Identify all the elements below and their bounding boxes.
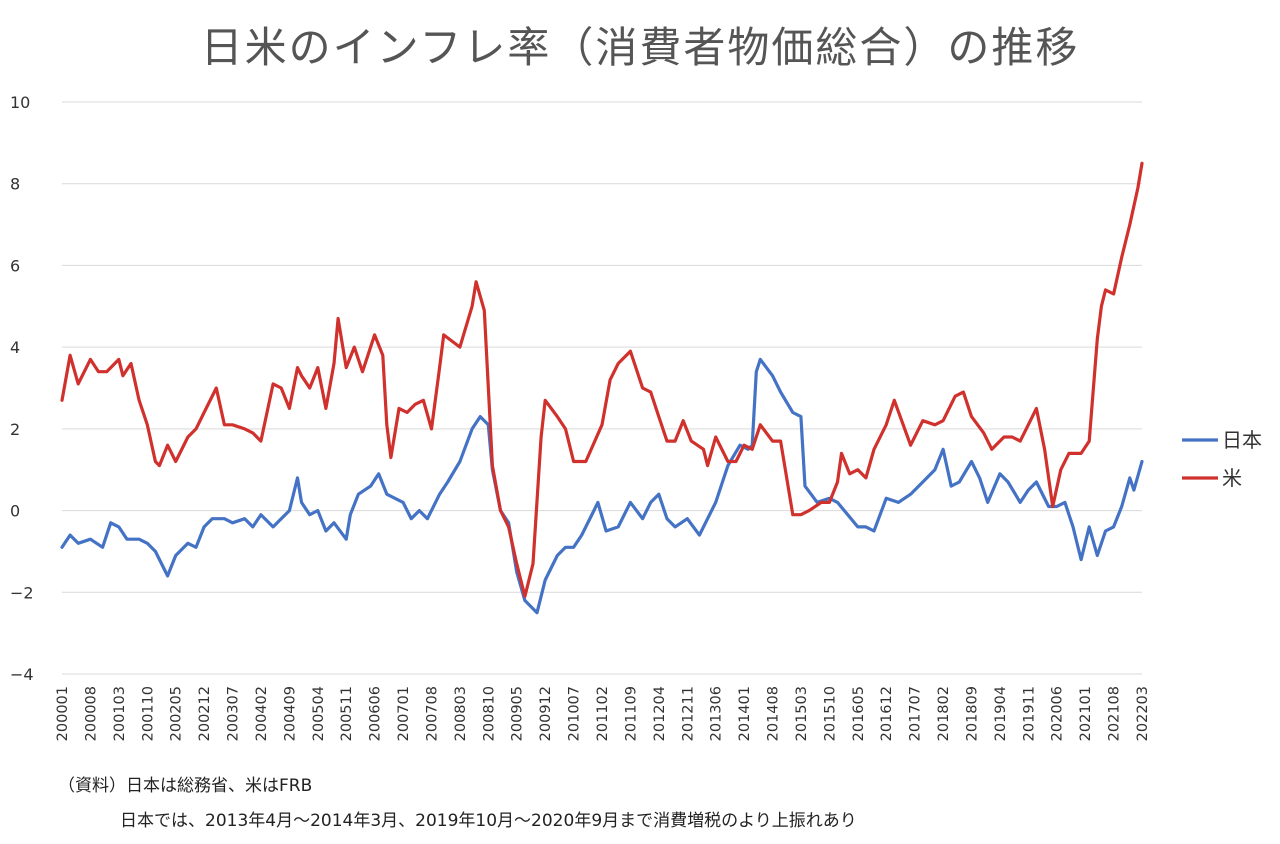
x-tick-label: 200001: [55, 686, 71, 741]
x-tick-label: 201510: [822, 686, 838, 741]
series-line-us: [60, 161, 1144, 598]
x-tick-label: 201605: [851, 686, 867, 741]
x-tick-label: 200402: [254, 686, 270, 741]
y-axis-ticks: 10 8 6 4 2 0 −2 −4: [10, 93, 34, 684]
x-tick-label: 200504: [311, 686, 327, 741]
x-tick-label: 200110: [140, 686, 156, 741]
legend: 日本米: [1182, 428, 1262, 490]
x-tick-label: 200810: [481, 686, 497, 741]
x-tick-label: 201612: [879, 686, 895, 741]
legend-label: 日本: [1222, 428, 1262, 452]
x-tick-label: 202006: [1050, 686, 1066, 741]
x-tick-label: 200409: [282, 686, 298, 741]
x-tick-label: 201007: [567, 686, 583, 741]
source-note: （資料）日本は総務省、米はFRB: [58, 776, 313, 796]
x-tick-label: 200008: [83, 686, 99, 741]
x-tick-label: 201911: [1021, 686, 1037, 741]
x-tick-label: 201306: [709, 686, 725, 741]
x-tick-label: 201109: [623, 686, 639, 741]
y-tick-label: 6: [10, 256, 20, 275]
gridlines: [62, 101, 1142, 675]
y-tick-label: 0: [10, 502, 20, 521]
x-tick-label: 202101: [1078, 686, 1094, 741]
x-tick-label: 201204: [652, 686, 668, 741]
x-tick-label: 200103: [112, 686, 128, 741]
x-tick-label: 200307: [226, 686, 242, 741]
y-tick-label: −2: [10, 583, 34, 602]
x-tick-label: 200606: [368, 686, 384, 741]
chart-title: 日米のインフレ率（消費者物価総合）の推移: [200, 23, 1080, 72]
x-tick-label: 202108: [1107, 686, 1123, 741]
y-tick-label: 4: [10, 338, 20, 357]
legend-label: 米: [1222, 466, 1242, 490]
x-tick-label: 200912: [538, 686, 554, 741]
x-tick-label: 201211: [680, 686, 696, 741]
x-tick-label: 201802: [936, 686, 952, 741]
tax-note: 日本では、2013年4月～2014年3月、2019年10月～2020年9月まで消…: [120, 811, 857, 831]
x-tick-label: 201401: [737, 686, 753, 741]
series-line-japan: [60, 357, 1144, 615]
x-tick-label: 201503: [794, 686, 810, 741]
x-tick-label: 202203: [1135, 686, 1151, 741]
x-tick-label: 200212: [197, 686, 213, 741]
x-tick-label: 201408: [766, 686, 782, 741]
x-tick-label: 201809: [964, 686, 980, 741]
x-tick-label: 201707: [908, 686, 924, 741]
series-lines: [60, 161, 1144, 615]
x-tick-label: 200701: [396, 686, 412, 741]
x-tick-label: 201102: [595, 686, 611, 741]
x-tick-label: 200803: [453, 686, 469, 741]
x-axis-ticks: 200001 200008 200103 200110 200205 200212 2003…: [55, 686, 1151, 741]
x-tick-label: 200905: [510, 686, 526, 741]
y-tick-label: 8: [10, 175, 20, 194]
y-tick-label: −4: [10, 665, 34, 684]
x-tick-label: 201904: [993, 686, 1009, 741]
x-tick-label: 200511: [339, 686, 355, 741]
y-tick-label: 10: [10, 93, 30, 112]
x-tick-label: 200708: [424, 686, 440, 741]
y-tick-label: 2: [10, 420, 20, 439]
x-tick-label: 200205: [169, 686, 185, 741]
